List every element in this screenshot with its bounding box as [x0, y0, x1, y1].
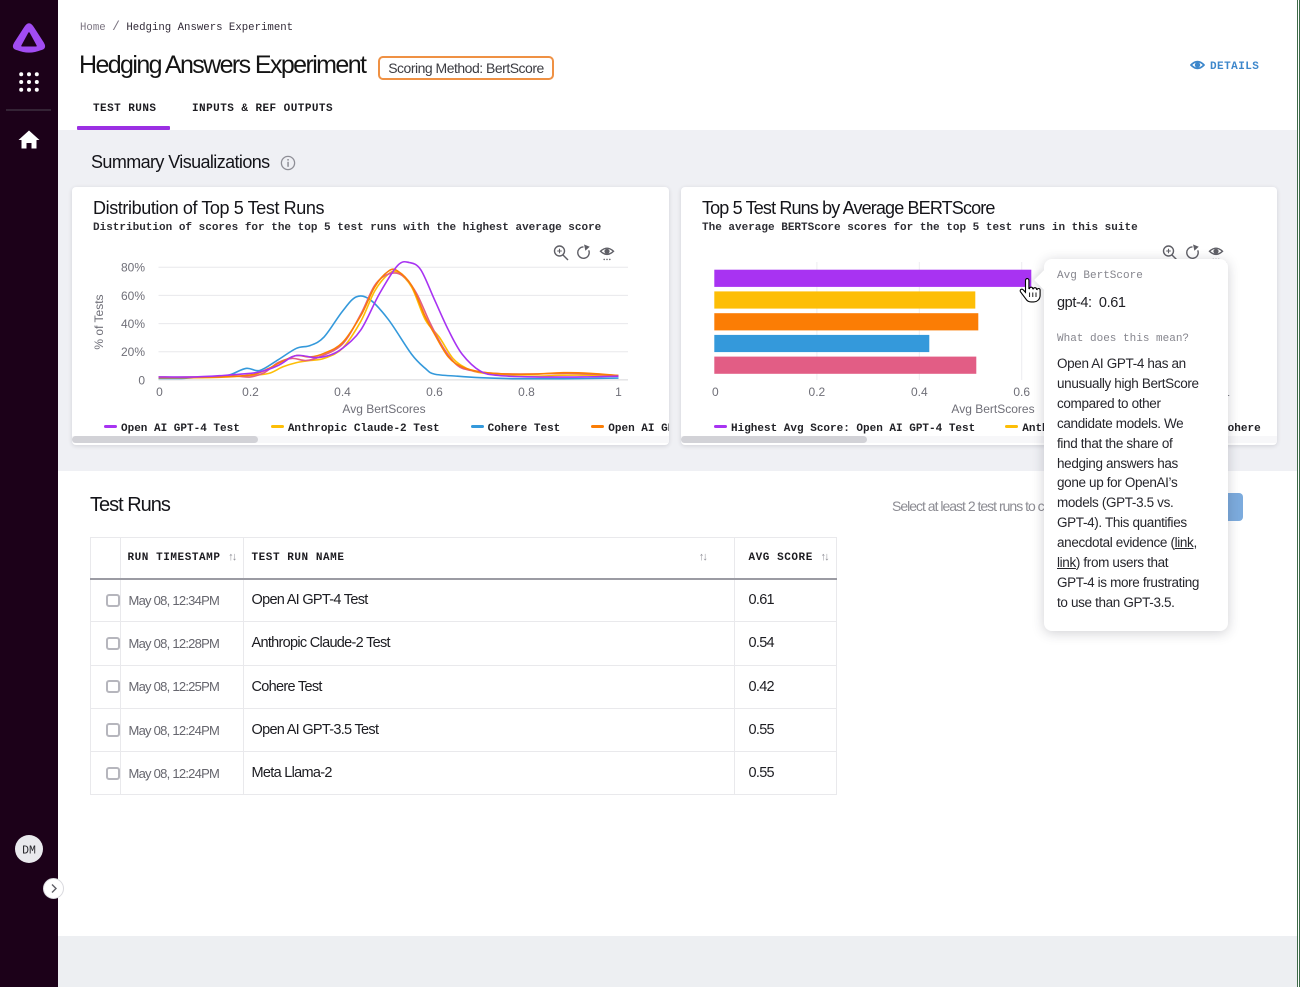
svg-text:0.6: 0.6 [1013, 385, 1030, 399]
svg-text:% of Tests: % of Tests [92, 294, 106, 349]
svg-text:DM: DM [22, 845, 36, 858]
svg-text:0.4: 0.4 [911, 385, 928, 399]
svg-text:1: 1 [615, 385, 622, 399]
svg-text:Avg BertScores: Avg BertScores [951, 402, 1034, 416]
svg-text:0: 0 [138, 373, 145, 387]
svg-text:60%: 60% [121, 289, 145, 303]
svg-text:0.6: 0.6 [426, 385, 443, 399]
svg-text:0.8: 0.8 [518, 385, 535, 399]
svg-text:40%: 40% [121, 317, 145, 331]
svg-text:80%: 80% [121, 261, 145, 275]
svg-text:0.2: 0.2 [809, 385, 826, 399]
svg-text:Avg BertScores: Avg BertScores [342, 402, 425, 416]
svg-text:0.2: 0.2 [242, 385, 259, 399]
svg-text:20%: 20% [121, 345, 145, 359]
svg-text:0.4: 0.4 [334, 385, 351, 399]
svg-text:0: 0 [156, 385, 163, 399]
svg-text:0: 0 [712, 385, 719, 399]
